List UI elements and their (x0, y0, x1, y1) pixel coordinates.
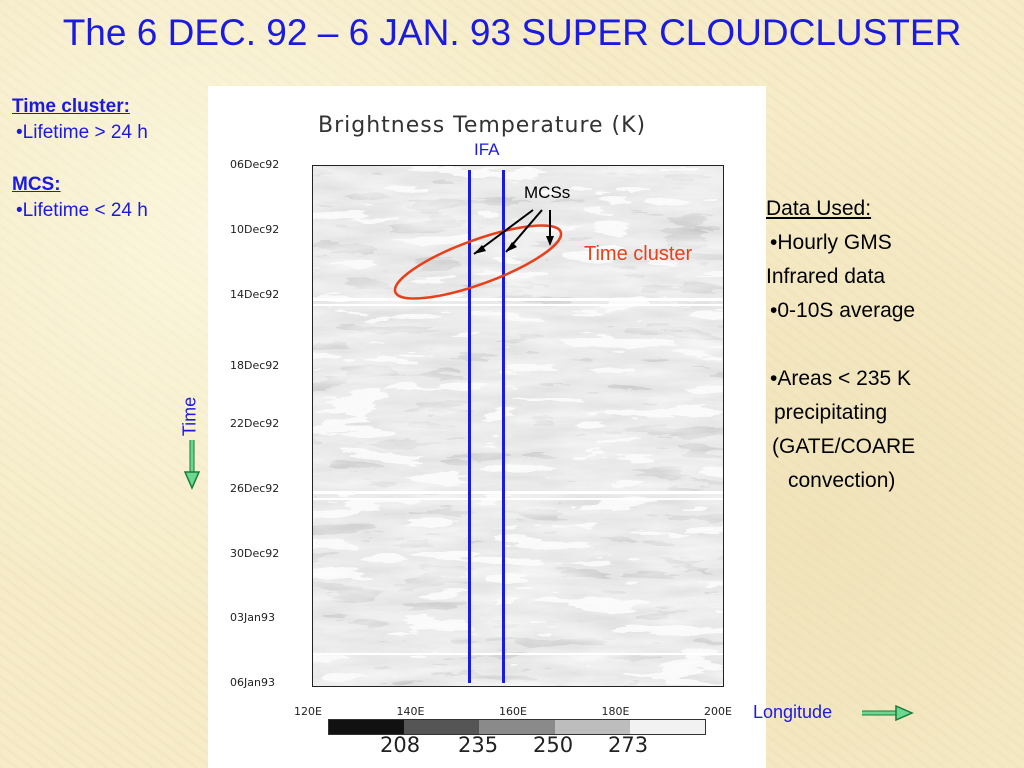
plot-title: Brightness Temperature (K) (318, 113, 647, 138)
y-tick-label: 26Dec92 (230, 481, 280, 495)
x-tick-label: 200E (704, 705, 732, 718)
colorbar-label: 273 (608, 733, 649, 757)
data-used-line: •Hourly GMS (770, 231, 892, 254)
time-axis-text: Time (179, 396, 200, 437)
mcs-arrow (473, 209, 534, 255)
ifa-label: IFA (474, 140, 500, 159)
brightness-temperature-field (313, 166, 723, 686)
mcs-header: MCS: (12, 174, 61, 195)
colorbar-segment (554, 720, 630, 734)
y-tick-label: 14Dec92 (230, 287, 280, 301)
y-tick-label: 10Dec92 (230, 222, 280, 236)
time-arrow-head (183, 471, 201, 490)
colorbar-label: 208 (380, 733, 421, 757)
slide-title: The 6 DEC. 92 – 6 JAN. 93 SUPER CLOUDCLU… (62, 12, 962, 53)
colorbar-segment (629, 720, 706, 734)
x-tick-label: 160E (499, 705, 527, 718)
colorbar-label: 250 (533, 733, 574, 757)
definitions-panel: Time cluster: •Lifetime > 24 h MCS: •Lif… (12, 96, 148, 222)
ifa-east-boundary (502, 170, 505, 683)
time-cluster-definition: •Lifetime > 24 h (16, 122, 148, 143)
colorbar-segment (329, 720, 405, 734)
time-cluster-ellipse (393, 224, 563, 300)
data-used-line: •0-10S average (770, 299, 916, 322)
data-used-line: •Areas < 235 K (770, 367, 912, 390)
y-tick-label: 18Dec92 (230, 358, 280, 372)
longitude-axis-label: Longitude (753, 702, 833, 722)
data-used-line: Infrared data (766, 265, 886, 288)
y-tick-label: 06Jan93 (230, 676, 275, 689)
colorbar (328, 719, 706, 735)
ifa-west-boundary (468, 170, 471, 683)
data-used-line: (GATE/COARE (772, 435, 916, 458)
hovmoller-plot (312, 165, 724, 687)
time-axis-label: Time (178, 388, 202, 448)
y-tick-label: 30Dec92 (230, 546, 280, 560)
y-tick-label: 06Dec92 (230, 158, 280, 171)
mcss-label: MCSs (524, 183, 571, 202)
colorbar-label: 235 (458, 733, 499, 757)
time-cluster-label: Time cluster (584, 243, 693, 265)
data-used-line: convection) (788, 469, 896, 492)
data-used-header: Data Used: (766, 197, 872, 220)
mcs-arrowhead (474, 245, 486, 254)
data-used-panel: Data Used: •Hourly GMS Infrared data •0-… (766, 192, 915, 498)
x-tick-label: 120E (294, 705, 322, 718)
x-tick-label: 140E (396, 705, 425, 718)
y-tick-label: 03Jan93 (230, 611, 275, 625)
mcs-definition: •Lifetime < 24 h (16, 200, 148, 221)
longitude-arrow-head (895, 704, 914, 722)
data-used-line: precipitating (774, 401, 888, 424)
colorbar-segment (479, 720, 555, 734)
y-tick-label: 22Dec92 (230, 417, 280, 430)
mcs-arrowhead (546, 236, 554, 246)
colorbar-segment (404, 720, 480, 734)
mcs-arrowhead (506, 242, 517, 252)
time-cluster-header: Time cluster: (12, 96, 130, 117)
x-tick-label: 180E (601, 705, 630, 718)
